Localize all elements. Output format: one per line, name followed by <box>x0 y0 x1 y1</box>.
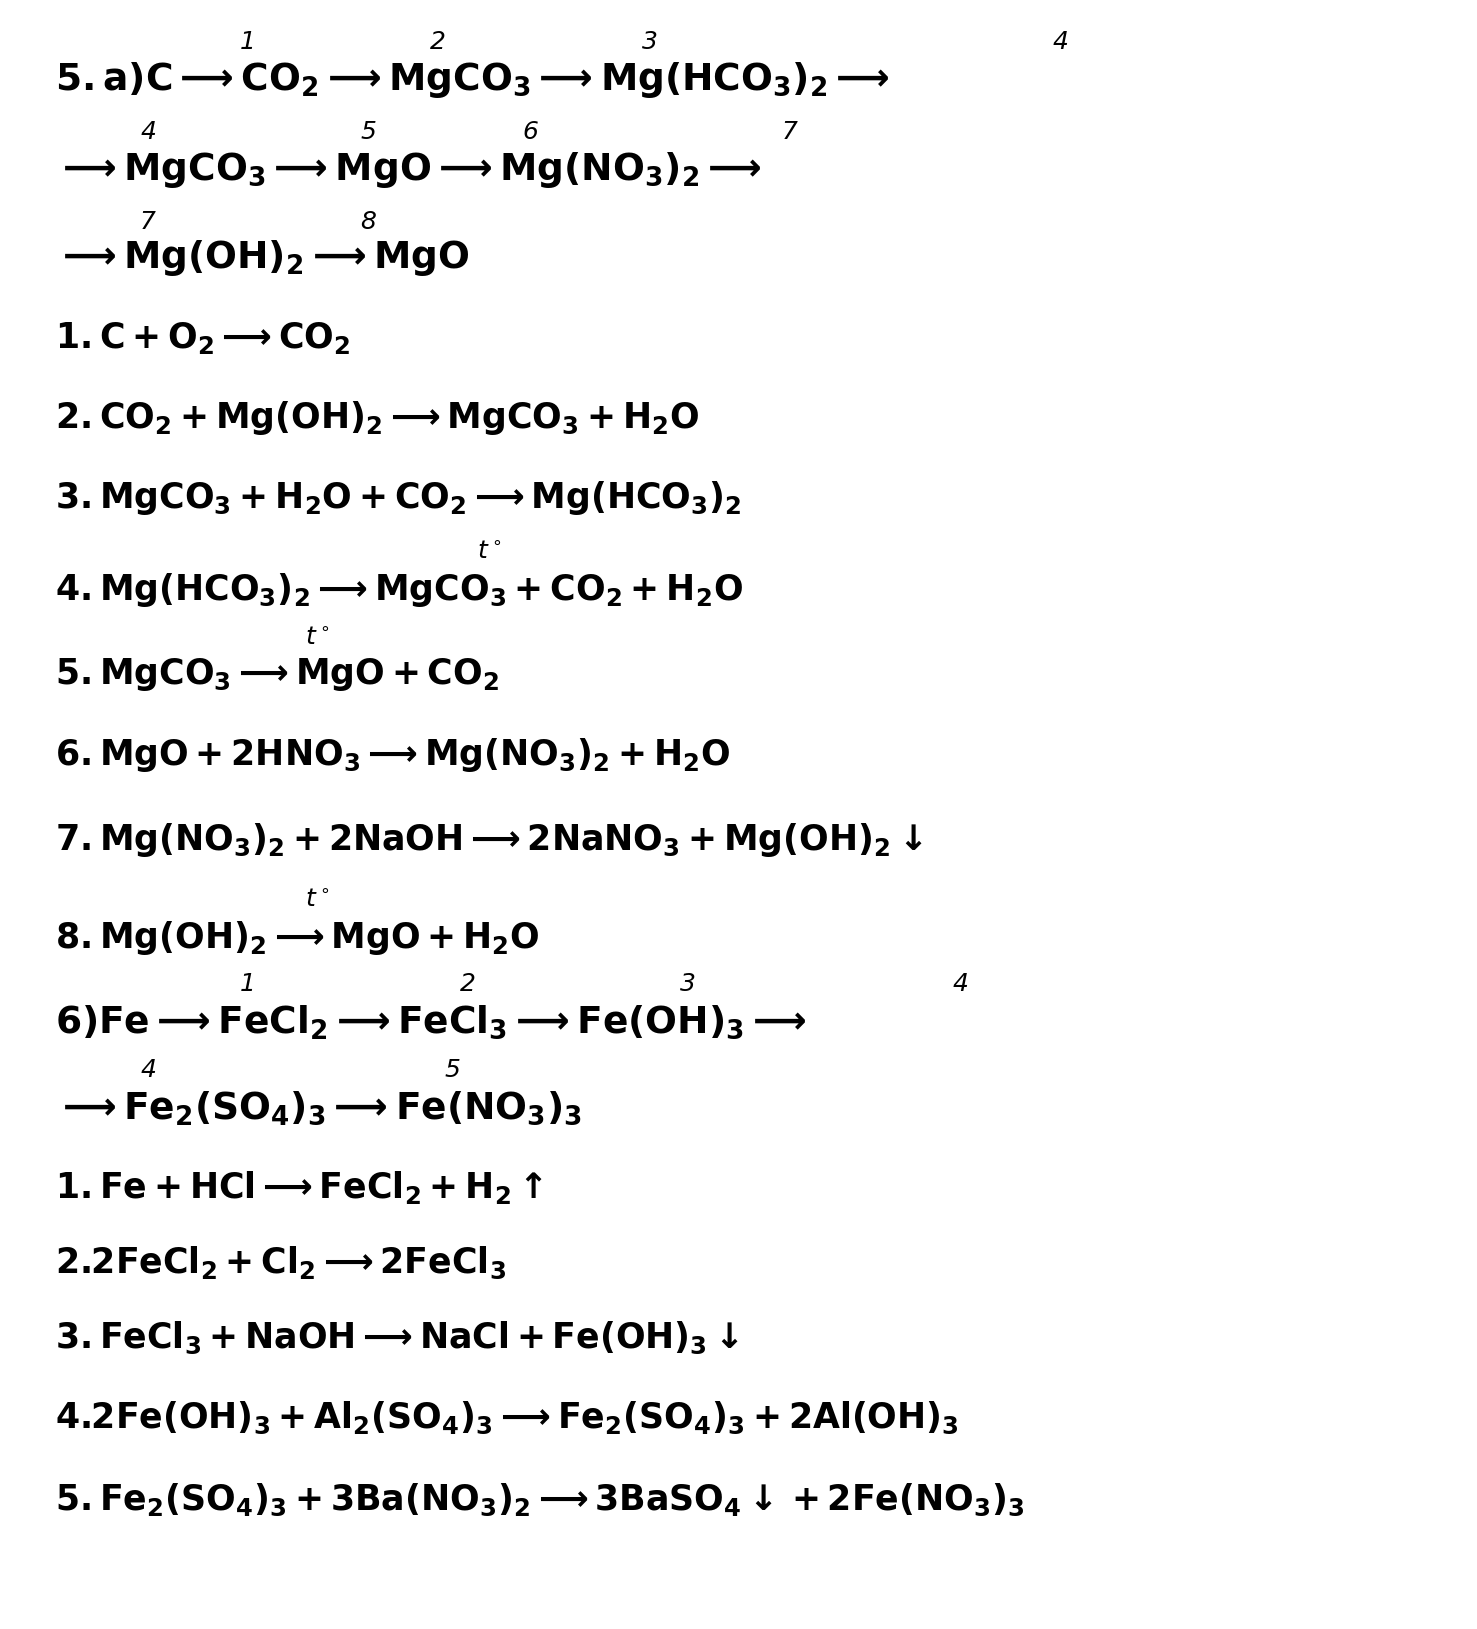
Text: $\bf{3. FeCl_3 + NaOH \longrightarrow NaCl + Fe(OH)_3{\downarrow}}$: $\bf{3. FeCl_3 + NaOH \longrightarrow Na… <box>55 1319 738 1357</box>
Text: $\bf{4. Mg(HCO_3)_2 \longrightarrow MgCO_3 + CO_2 + H_2O}$: $\bf{4. Mg(HCO_3)_2 \longrightarrow MgCO… <box>55 572 743 609</box>
Text: $\bf{5. Fe_2(SO_4)_3 + 3Ba(NO_3)_2 \longrightarrow 3BaSO_4{\downarrow} + 2Fe(NO_: $\bf{5. Fe_2(SO_4)_3 + 3Ba(NO_3)_2 \long… <box>55 1482 1025 1518</box>
Text: $\bf{1. Fe + HCl \longrightarrow FeCl_2 + H_2{\uparrow}}$: $\bf{1. Fe + HCl \longrightarrow FeCl_2 … <box>55 1170 544 1207</box>
Text: 4: 4 <box>140 1057 157 1082</box>
Text: 2: 2 <box>459 973 476 995</box>
Text: $\bf{6. MgO + 2HNO_3 \longrightarrow Mg(NO_3)_2 + H_2O}$: $\bf{6. MgO + 2HNO_3 \longrightarrow Mg(… <box>55 736 731 774</box>
Text: 3: 3 <box>642 29 657 54</box>
Text: $\bf{1. C + O_2 \longrightarrow CO_2}$: $\bf{1. C + O_2 \longrightarrow CO_2}$ <box>55 319 350 357</box>
Text: $\bf{3. MgCO_3 + H_2O + CO_2 \longrightarrow Mg(HCO_3)_2}$: $\bf{3. MgCO_3 + H_2O + CO_2 \longrighta… <box>55 479 741 516</box>
Text: $\bf{4. 2Fe(OH)_3 + Al_2(SO_4)_3 \longrightarrow Fe_2(SO_4)_3 + 2Al(OH)_3}$: $\bf{4. 2Fe(OH)_3 + Al_2(SO_4)_3 \longri… <box>55 1399 959 1437</box>
Text: $t^\circ$: $t^\circ$ <box>306 626 331 650</box>
Text: 2: 2 <box>430 29 446 54</box>
Text: 5: 5 <box>360 121 377 143</box>
Text: 4: 4 <box>953 973 967 995</box>
Text: 8: 8 <box>360 210 377 235</box>
Text: $\bf{\longrightarrow MgCO_3 \longrightarrow MgO \longrightarrow Mg(NO_3)_2 \long: $\bf{\longrightarrow MgCO_3 \longrightar… <box>55 150 762 191</box>
Text: 7: 7 <box>140 210 157 235</box>
Text: $\bf{5. a) C \longrightarrow CO_2 \longrightarrow MgCO_3 \longrightarrow Mg(HCO_: $\bf{5. a) C \longrightarrow CO_2 \longr… <box>55 60 889 99</box>
Text: 6: 6 <box>521 121 538 143</box>
Text: $\bf{2. 2FeCl_2 + Cl_2 \longrightarrow 2FeCl_3}$: $\bf{2. 2FeCl_2 + Cl_2 \longrightarrow 2… <box>55 1245 507 1280</box>
Text: $\bf{2. CO_2 + Mg(OH)_2 \longrightarrow MgCO_3 + H_2O}$: $\bf{2. CO_2 + Mg(OH)_2 \longrightarrow … <box>55 399 699 437</box>
Text: $\bf{6) Fe \longrightarrow FeCl_2 \longrightarrow FeCl_3 \longrightarrow Fe(OH)_: $\bf{6) Fe \longrightarrow FeCl_2 \longr… <box>55 1003 806 1041</box>
Text: $\bf{\longrightarrow Mg(OH)_2 \longrightarrow MgO}$: $\bf{\longrightarrow Mg(OH)_2 \longright… <box>55 238 470 279</box>
Text: 5: 5 <box>445 1057 459 1082</box>
Text: 4: 4 <box>1052 29 1068 54</box>
Text: $\bf{7. Mg(NO_3)_2 + 2NaOH \longrightarrow 2NaNO_3 + Mg(OH)_2{\downarrow}}$: $\bf{7. Mg(NO_3)_2 + 2NaOH \longrightarr… <box>55 821 923 858</box>
Text: $t^\circ$: $t^\circ$ <box>477 539 502 564</box>
Text: $\bf{\longrightarrow Fe_2(SO_4)_3 \longrightarrow Fe(NO_3)_3}$: $\bf{\longrightarrow Fe_2(SO_4)_3 \longr… <box>55 1090 582 1127</box>
Text: 3: 3 <box>679 973 696 995</box>
Text: 1: 1 <box>241 973 256 995</box>
Text: $\bf{8. Mg(OH)_2 \longrightarrow MgO + H_2O}$: $\bf{8. Mg(OH)_2 \longrightarrow MgO + H… <box>55 919 539 956</box>
Text: 7: 7 <box>781 121 798 143</box>
Text: 1: 1 <box>241 29 256 54</box>
Text: $\bf{5. MgCO_3 \longrightarrow MgO + CO_2}$: $\bf{5. MgCO_3 \longrightarrow MgO + CO_… <box>55 656 499 694</box>
Text: 4: 4 <box>140 121 157 143</box>
Text: $t^\circ$: $t^\circ$ <box>306 888 331 912</box>
